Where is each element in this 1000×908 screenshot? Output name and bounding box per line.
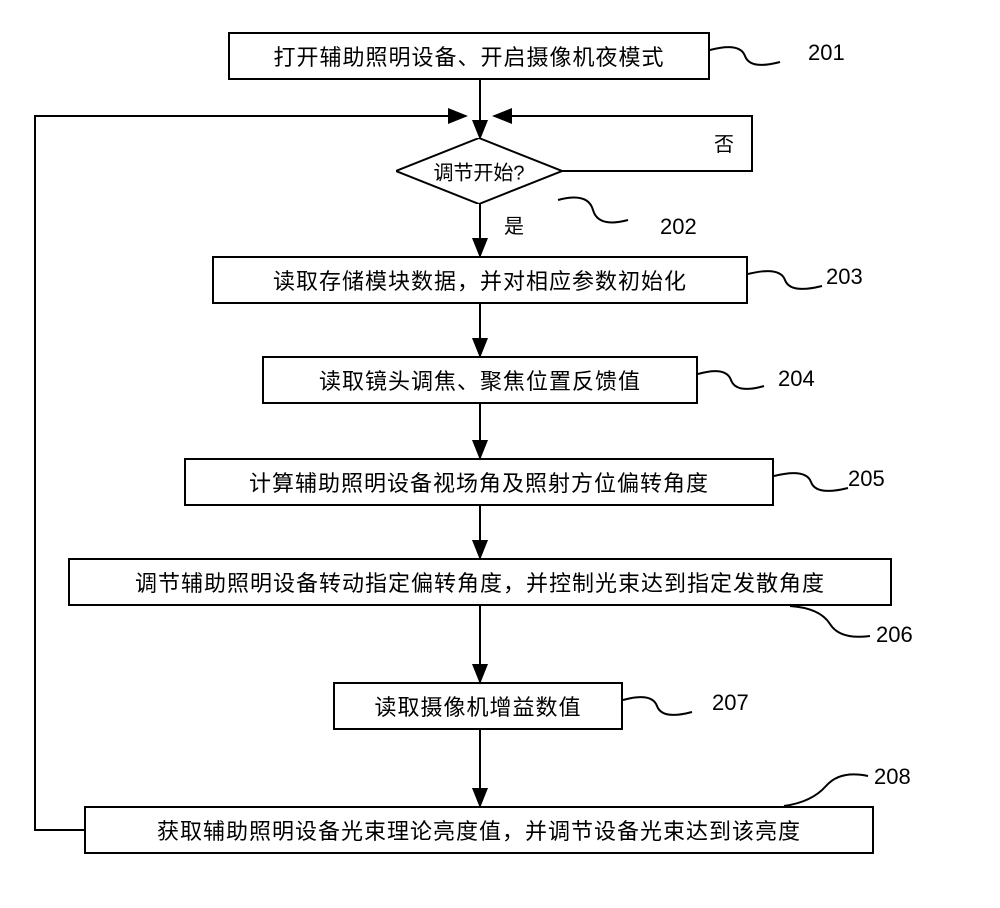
- step-206-text: 调节辅助照明设备转动指定偏转角度，并控制光束达到指定发散角度: [135, 566, 825, 598]
- connector-lines: [0, 0, 1000, 908]
- flowchart-container: 打开辅助照明设备、开启摄像机夜模式 201 调节开始? 202 是 否 读取存储…: [0, 0, 1000, 908]
- step-204-text: 读取镜头调焦、聚焦位置反馈值: [319, 364, 641, 396]
- step-204-num: 204: [778, 366, 815, 392]
- step-202-num: 202: [660, 214, 697, 240]
- step-206-box: 调节辅助照明设备转动指定偏转角度，并控制光束达到指定发散角度: [68, 558, 892, 606]
- step-207-text: 读取摄像机增益数值: [374, 690, 581, 722]
- step-207-num: 207: [712, 690, 749, 716]
- step-205-box: 计算辅助照明设备视场角及照射方位偏转角度: [184, 458, 774, 506]
- step-205-text: 计算辅助照明设备视场角及照射方位偏转角度: [249, 466, 709, 498]
- step-201-box: 打开辅助照明设备、开启摄像机夜模式: [228, 32, 710, 80]
- step-204-box: 读取镜头调焦、聚焦位置反馈值: [262, 356, 698, 404]
- step-202-diamond: 调节开始?: [396, 138, 562, 204]
- label-yes: 是: [504, 210, 524, 239]
- label-no: 否: [714, 128, 734, 157]
- step-203-box: 读取存储模块数据，并对相应参数初始化: [212, 256, 748, 304]
- step-203-num: 203: [826, 264, 863, 290]
- step-205-num: 205: [848, 466, 885, 492]
- step-208-num: 208: [874, 764, 911, 790]
- step-203-text: 读取存储模块数据，并对相应参数初始化: [273, 264, 687, 296]
- step-206-num: 206: [876, 622, 913, 648]
- step-208-text: 获取辅助照明设备光束理论亮度值，并调节设备光束达到该亮度: [157, 814, 801, 846]
- step-208-box: 获取辅助照明设备光束理论亮度值，并调节设备光束达到该亮度: [84, 806, 874, 854]
- step-207-box: 读取摄像机增益数值: [333, 682, 623, 730]
- step-201-num: 201: [808, 40, 845, 66]
- step-202-text: 调节开始?: [433, 157, 524, 186]
- step-201-text: 打开辅助照明设备、开启摄像机夜模式: [273, 40, 664, 72]
